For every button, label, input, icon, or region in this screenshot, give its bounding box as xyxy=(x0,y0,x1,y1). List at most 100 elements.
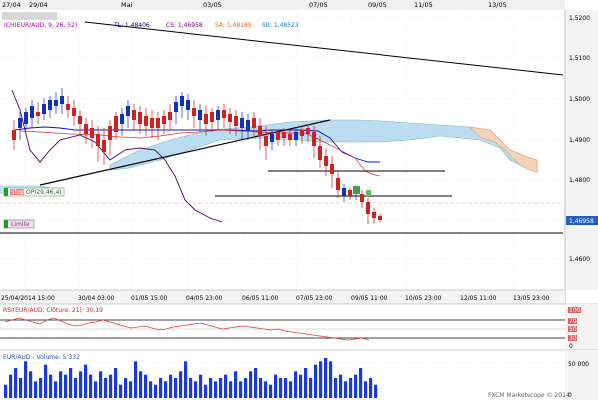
time-label: 13/05 23:00 xyxy=(513,295,550,302)
volume-title: EUR/AUD - Volume: 5 332 xyxy=(3,354,80,361)
candle xyxy=(162,110,166,134)
candle xyxy=(294,128,298,146)
volume-bar xyxy=(324,358,328,398)
volume-bar xyxy=(79,371,83,398)
drawn-trendlines[interactable] xyxy=(0,21,565,234)
volume-bar xyxy=(159,378,163,398)
candle xyxy=(324,148,328,176)
stop-value: OP/29,46,4) xyxy=(26,189,62,196)
candle xyxy=(252,112,256,138)
time-axis xyxy=(0,290,565,304)
candle xyxy=(270,130,274,150)
rsi-panel[interactable] xyxy=(0,304,565,350)
volume-bar xyxy=(239,381,243,398)
candle xyxy=(204,106,208,136)
tl-value: TL: 1,48406 xyxy=(113,22,150,29)
limit-order-tag[interactable]: Limite xyxy=(3,219,35,229)
volume-bar xyxy=(199,374,203,398)
rsi-level-label: 0 xyxy=(569,343,573,350)
candle xyxy=(60,88,64,114)
candle xyxy=(102,128,106,165)
time-label: 25/04/2014 15:00 xyxy=(1,295,55,302)
candle xyxy=(18,112,22,140)
volume-bar xyxy=(119,384,123,398)
top-date-label: 27/04 xyxy=(2,1,21,9)
volume-bar xyxy=(374,384,378,398)
time-label: 06/05 11:00 xyxy=(242,295,279,302)
volume-bar xyxy=(224,374,228,398)
volume-bar xyxy=(354,374,358,398)
volume-bar xyxy=(184,361,188,398)
price-panel[interactable] xyxy=(0,10,565,290)
volume-bar xyxy=(114,368,118,398)
rsi-level-label: 30 xyxy=(569,335,577,342)
top-date-label: 07/05 xyxy=(309,1,328,9)
volume-bar xyxy=(124,378,128,398)
volume-bar xyxy=(9,374,13,398)
candle xyxy=(372,208,376,224)
candle xyxy=(108,120,112,156)
candle xyxy=(192,100,196,128)
top-date-label: 29/04 xyxy=(29,1,48,9)
top-date-strip xyxy=(0,0,565,10)
candle xyxy=(30,100,34,128)
volume-bar xyxy=(294,371,298,398)
volume-bar xyxy=(204,384,208,398)
candle xyxy=(144,108,148,136)
volume-bar xyxy=(54,381,58,398)
candle xyxy=(300,126,304,144)
candle xyxy=(126,100,130,128)
main-grid xyxy=(0,10,565,290)
volume-bar xyxy=(109,374,113,398)
top-date-label: 03/05 xyxy=(203,1,222,9)
volume-bar xyxy=(24,361,28,398)
volume-bar xyxy=(264,381,268,398)
volume-bar xyxy=(349,378,353,398)
limit-label: Limite xyxy=(11,221,30,228)
candle xyxy=(336,170,340,198)
ich-label: ICH(EUR/AUD, 9, 26, 52) xyxy=(4,22,77,29)
volume-bar xyxy=(189,378,193,398)
candle xyxy=(240,112,244,140)
time-label: 12/05 11:00 xyxy=(460,295,497,302)
volume-bar xyxy=(84,364,88,398)
candle xyxy=(72,100,76,126)
volume-bar xyxy=(214,381,218,398)
sb-value: SB: 1,48523 xyxy=(262,22,299,29)
candlestick-series[interactable] xyxy=(12,88,382,224)
candle xyxy=(168,104,172,130)
indicator-header[interactable]: ICH(EUR/AUD, 9, 26, 52) TL: 1,48406 CS: … xyxy=(2,12,299,29)
volume-axis: 50 000 0 xyxy=(565,350,598,400)
price-tick-label: 1,5100 xyxy=(569,55,590,62)
volume-bar xyxy=(44,364,48,398)
candle xyxy=(264,126,268,160)
volume-bar xyxy=(344,381,348,398)
volume-bar xyxy=(259,378,263,398)
candle xyxy=(90,120,94,148)
candle xyxy=(96,126,100,162)
volume-bars xyxy=(4,358,378,398)
volume-bar xyxy=(154,384,158,398)
candle xyxy=(312,126,316,158)
volume-bar xyxy=(104,378,108,398)
volume-bar xyxy=(314,364,318,398)
volume-bar xyxy=(299,374,303,398)
candle xyxy=(42,98,46,120)
candle xyxy=(180,92,184,118)
chart-order-markers[interactable] xyxy=(353,186,371,196)
volume-bar xyxy=(309,378,313,398)
volume-bar xyxy=(364,381,368,398)
stop-order-tag[interactable]: Stop OP/29,46,4) xyxy=(3,187,65,197)
volume-tick: 50 000 xyxy=(568,361,589,368)
candle xyxy=(78,110,82,134)
volume-bar xyxy=(284,378,288,398)
time-label: 10/05 23:00 xyxy=(405,295,442,302)
candle xyxy=(246,114,250,140)
volume-bar xyxy=(19,378,23,398)
volume-bar xyxy=(229,381,233,398)
volume-bar xyxy=(69,368,73,398)
price-axis[interactable] xyxy=(565,10,598,290)
top-date-label: 09/05 xyxy=(368,1,387,9)
candle xyxy=(318,136,322,168)
